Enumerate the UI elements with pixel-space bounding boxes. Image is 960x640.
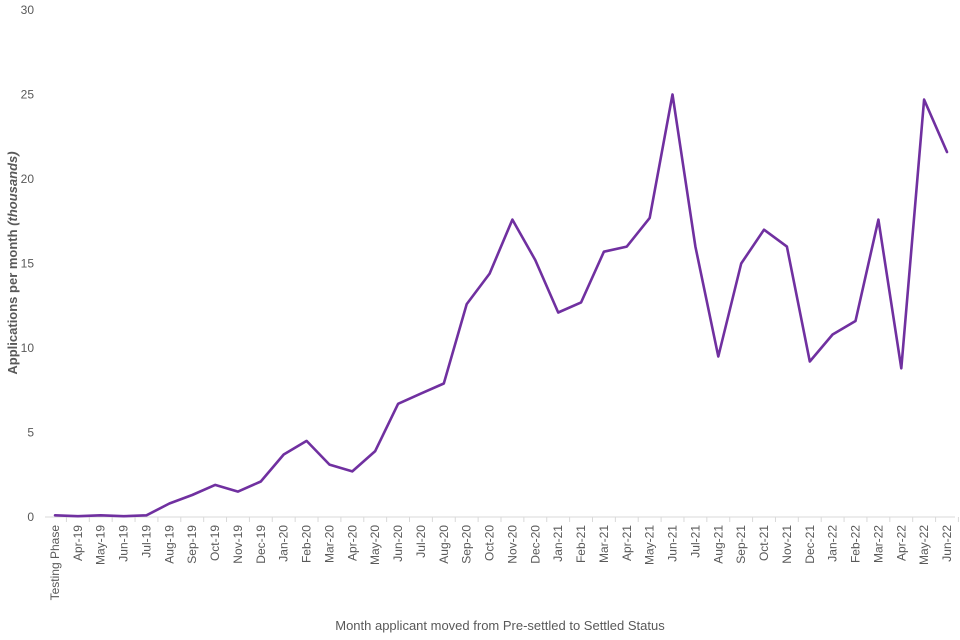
x-tick-label: Jul-21 xyxy=(688,525,702,558)
x-tick-label: Oct-19 xyxy=(208,525,222,561)
x-tick-label: Jun-21 xyxy=(666,525,680,562)
x-axis-title: Month applicant moved from Pre-settled t… xyxy=(335,618,665,633)
x-tick-label: Dec-21 xyxy=(803,525,817,564)
x-axis-tick-marks xyxy=(65,517,959,522)
series-line xyxy=(53,93,949,518)
x-tick-label: Apr-21 xyxy=(620,525,634,561)
x-tick-label: Jul-19 xyxy=(139,525,153,558)
x-tick-label: Sep-20 xyxy=(460,525,474,564)
x-tick-label: May-22 xyxy=(917,525,931,565)
y-axis-title-unit: (thousands) xyxy=(5,151,20,225)
x-tick-label: Oct-21 xyxy=(757,525,771,561)
x-tick-label: Mar-20 xyxy=(322,525,336,563)
x-tick-label: Mar-21 xyxy=(597,525,611,563)
x-tick-label: Aug-19 xyxy=(162,525,176,564)
x-tick-label: Jun-19 xyxy=(117,525,131,562)
x-tick-label: Jan-20 xyxy=(277,525,291,562)
y-tick-label: 15 xyxy=(21,257,35,271)
y-axis-title: Applications per month (thousands) xyxy=(5,151,20,374)
x-tick-label: Testing Phase xyxy=(48,525,62,601)
x-tick-label: Feb-21 xyxy=(574,525,588,563)
x-tick-label: May-20 xyxy=(368,525,382,565)
x-tick-label: Jan-21 xyxy=(551,525,565,562)
x-tick-label: Apr-19 xyxy=(71,525,85,561)
x-tick-label: Mar-22 xyxy=(871,525,885,563)
x-axis-ticks: Testing Phase Apr-19 May-19 Jun-19 Jul-19 Aug… xyxy=(48,525,954,601)
x-tick-label: Aug-21 xyxy=(711,525,725,564)
y-tick-label: 0 xyxy=(27,510,34,524)
x-tick-label: Jun-22 xyxy=(940,525,954,562)
x-tick-label: Oct-20 xyxy=(483,525,497,561)
x-tick-label: Jul-20 xyxy=(414,525,428,558)
y-tick-label: 10 xyxy=(21,341,35,355)
x-tick-label: Nov-19 xyxy=(231,525,245,564)
x-tick-label: Dec-20 xyxy=(528,525,542,564)
x-tick-label: Apr-20 xyxy=(345,525,359,561)
x-tick-label: Sep-19 xyxy=(185,525,199,564)
y-tick-label: 5 xyxy=(27,426,34,440)
x-tick-label: May-19 xyxy=(94,525,108,565)
y-axis-title-main: Applications per month xyxy=(5,226,20,375)
x-tick-label: Dec-19 xyxy=(254,525,268,564)
x-tick-label: Sep-21 xyxy=(734,525,748,564)
x-tick-label: Nov-21 xyxy=(780,525,794,564)
x-tick-label: Apr-22 xyxy=(894,525,908,561)
x-tick-label: Nov-20 xyxy=(505,525,519,564)
x-tick-label: May-21 xyxy=(643,525,657,565)
y-tick-label: 20 xyxy=(21,172,35,186)
y-tick-label: 25 xyxy=(21,88,35,102)
x-tick-label: Feb-20 xyxy=(300,525,314,563)
x-tick-label: Aug-20 xyxy=(437,525,451,564)
x-tick-label: Jan-22 xyxy=(826,525,840,562)
y-tick-label: 30 xyxy=(21,3,35,17)
x-tick-label: Jun-20 xyxy=(391,525,405,562)
y-axis-ticks: 0 5 10 15 20 25 30 xyxy=(21,3,35,524)
x-tick-label: Feb-22 xyxy=(849,525,863,563)
